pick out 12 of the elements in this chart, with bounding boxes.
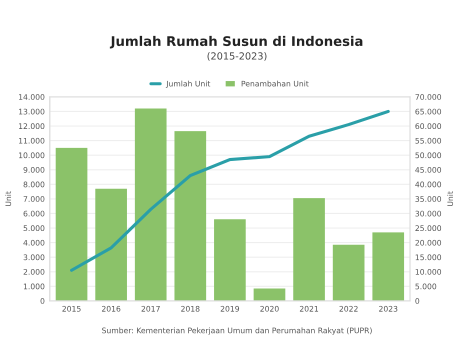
- bar: [214, 219, 246, 301]
- bar: [332, 244, 364, 301]
- bar: [293, 198, 325, 301]
- bar: [134, 108, 167, 301]
- bar: [372, 232, 404, 301]
- chart-title: Jumlah Rumah Susun di Indonesia: [110, 36, 362, 49]
- chart-subtitle: (2015-2023): [208, 52, 266, 61]
- bar: [95, 188, 127, 301]
- bar: [174, 131, 206, 301]
- bar: [254, 288, 286, 301]
- line-series: [70, 110, 390, 272]
- bar: [56, 148, 88, 301]
